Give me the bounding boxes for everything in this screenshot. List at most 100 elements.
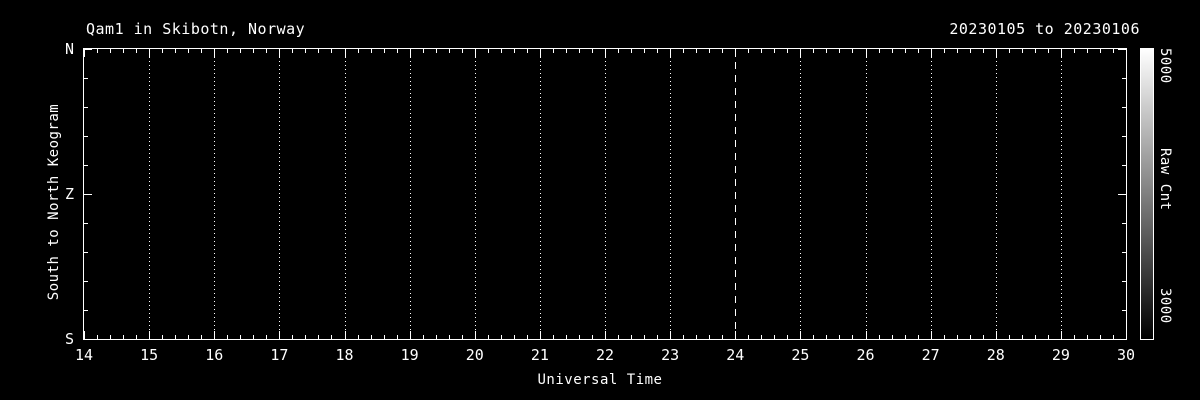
- xtick-minor-bottom: [201, 335, 202, 339]
- x-tick-label-29: 29: [1051, 346, 1070, 364]
- xtick-minor-top: [813, 49, 814, 53]
- xtick-minor-bottom: [462, 335, 463, 339]
- xtick-minor-top: [514, 49, 515, 53]
- xtick-top-18: [345, 49, 346, 57]
- xtick-minor-top: [253, 49, 254, 53]
- xtick-minor-bottom: [1035, 335, 1036, 339]
- ytick-minor-left: [84, 252, 88, 253]
- xtick-minor-bottom: [1009, 335, 1010, 339]
- xtick-minor-bottom: [371, 335, 372, 339]
- gridline-hour-29: [1061, 49, 1062, 339]
- xtick-minor-bottom: [266, 335, 267, 339]
- xtick-minor-bottom: [774, 335, 775, 339]
- xtick-minor-top: [123, 49, 124, 53]
- xtick-minor-bottom: [553, 335, 554, 339]
- x-tick-label-15: 15: [140, 346, 159, 364]
- xtick-minor-bottom: [683, 335, 684, 339]
- xtick-top-17: [279, 49, 280, 57]
- xtick-minor-bottom: [175, 335, 176, 339]
- xtick-minor-bottom: [1048, 335, 1049, 339]
- xtick-minor-bottom: [696, 335, 697, 339]
- xtick-bottom-17: [279, 331, 280, 339]
- ytick-minor-right: [1122, 252, 1126, 253]
- xtick-minor-top: [709, 49, 710, 53]
- xtick-minor-bottom: [905, 335, 906, 339]
- xtick-minor-top: [774, 49, 775, 53]
- gridline-hour-23: [670, 49, 671, 339]
- colorbar-min-label: 3000: [1157, 288, 1173, 324]
- xtick-bottom-29: [1061, 331, 1062, 339]
- day-boundary-line: [735, 49, 736, 339]
- xtick-top-23: [670, 49, 671, 57]
- xtick-minor-top: [644, 49, 645, 53]
- y-axis-title: South to North Keogram: [46, 103, 62, 301]
- xtick-bottom-18: [345, 331, 346, 339]
- xtick-top-30: [1126, 49, 1127, 57]
- xtick-minor-top: [201, 49, 202, 53]
- gridline-hour-16: [214, 49, 215, 339]
- xtick-minor-top: [892, 49, 893, 53]
- colorbar-title: Raw Cnt: [1157, 148, 1173, 211]
- xtick-bottom-25: [800, 331, 801, 339]
- xtick-minor-bottom: [318, 335, 319, 339]
- xtick-minor-bottom: [253, 335, 254, 339]
- xtick-minor-bottom: [748, 335, 749, 339]
- xtick-minor-top: [136, 49, 137, 53]
- ytick-left-Z: [84, 194, 92, 195]
- xtick-minor-bottom: [397, 335, 398, 339]
- xtick-minor-top: [358, 49, 359, 53]
- xtick-minor-bottom: [423, 335, 424, 339]
- date-range-label: 20230105 to 20230106: [949, 20, 1140, 38]
- xtick-minor-bottom: [644, 335, 645, 339]
- ytick-right-Z: [1118, 194, 1126, 195]
- xtick-minor-top: [1074, 49, 1075, 53]
- xtick-minor-top: [592, 49, 593, 53]
- xtick-minor-bottom: [1074, 335, 1075, 339]
- x-tick-label-14: 14: [74, 346, 94, 364]
- gridline-hour-17: [279, 49, 280, 339]
- xtick-minor-top: [488, 49, 489, 53]
- xtick-minor-top: [501, 49, 502, 53]
- xtick-minor-top: [423, 49, 424, 53]
- xtick-minor-bottom: [722, 335, 723, 339]
- xtick-minor-top: [97, 49, 98, 53]
- xtick-minor-bottom: [839, 335, 840, 339]
- y-tick-label-Z: Z: [64, 185, 74, 203]
- x-tick-label-20: 20: [465, 346, 484, 364]
- xtick-top-14: [84, 49, 85, 57]
- xtick-minor-top: [527, 49, 528, 53]
- ytick-minor-left: [84, 165, 88, 166]
- xtick-minor-top: [240, 49, 241, 53]
- xtick-bottom-24: [735, 331, 736, 339]
- gridline-hour-27: [931, 49, 932, 339]
- xtick-minor-bottom: [331, 335, 332, 339]
- xtick-top-19: [410, 49, 411, 57]
- xtick-minor-bottom: [852, 335, 853, 339]
- xtick-top-26: [866, 49, 867, 57]
- xtick-minor-top: [852, 49, 853, 53]
- xtick-bottom-16: [214, 331, 215, 339]
- xtick-minor-top: [553, 49, 554, 53]
- xtick-bottom-14: [84, 331, 85, 339]
- xtick-minor-top: [748, 49, 749, 53]
- gridline-hour-22: [605, 49, 606, 339]
- xtick-minor-bottom: [227, 335, 228, 339]
- xtick-minor-top: [1113, 49, 1114, 53]
- xtick-minor-top: [292, 49, 293, 53]
- xtick-minor-top: [566, 49, 567, 53]
- x-tick-label-28: 28: [986, 346, 1005, 364]
- xtick-minor-bottom: [1100, 335, 1101, 339]
- xtick-minor-bottom: [957, 335, 958, 339]
- ytick-right-S: [1118, 339, 1126, 340]
- xtick-minor-bottom: [918, 335, 919, 339]
- xtick-minor-top: [579, 49, 580, 53]
- x-tick-label-18: 18: [335, 346, 354, 364]
- xtick-minor-bottom: [579, 335, 580, 339]
- xtick-minor-bottom: [527, 335, 528, 339]
- xtick-minor-bottom: [136, 335, 137, 339]
- xtick-minor-top: [1087, 49, 1088, 53]
- ytick-minor-right: [1122, 223, 1126, 224]
- xtick-minor-bottom: [1087, 335, 1088, 339]
- xtick-minor-top: [983, 49, 984, 53]
- xtick-top-20: [475, 49, 476, 57]
